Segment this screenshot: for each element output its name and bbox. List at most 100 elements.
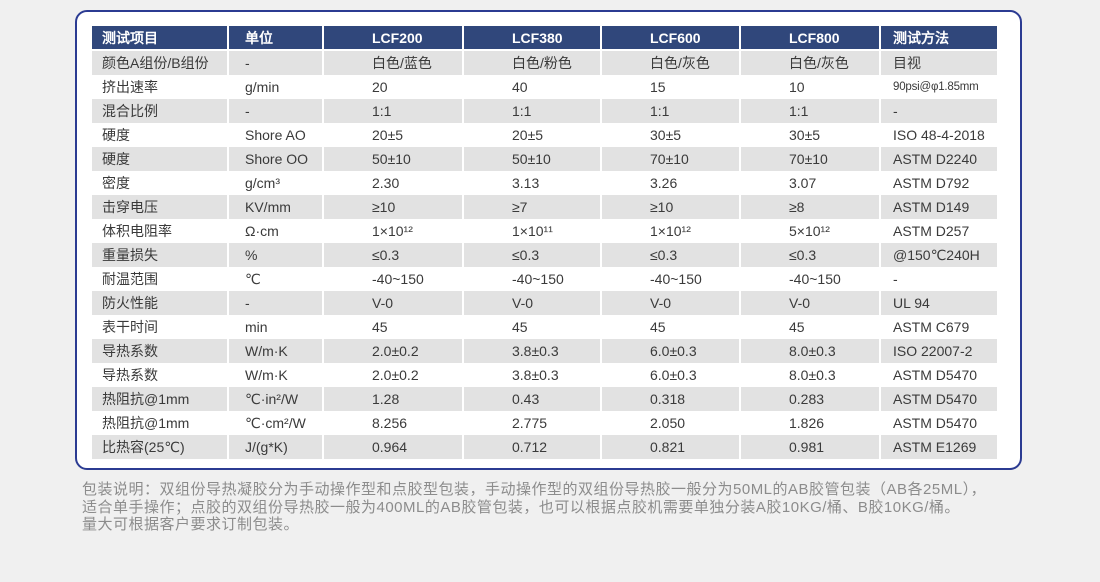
table-row: 导热系数 W/m·K 2.0±0.2 3.8±0.3 6.0±0.3 8.0±0.3 AST… <box>92 363 997 387</box>
table-cell: 3.8±0.3 <box>462 363 600 387</box>
table-row: 热阻抗@1mm ℃·in²/W 1.28 0.43 0.318 0.283 ASTM D54… <box>92 387 997 411</box>
table-cell: 10 <box>739 75 879 99</box>
table-cell: 1:1 <box>462 99 600 123</box>
table-cell: ASTM E1269 <box>879 435 997 459</box>
table-cell: 8.256 <box>322 411 462 435</box>
table-cell: 6.0±0.3 <box>600 339 739 363</box>
table-cell: 20±5 <box>322 123 462 147</box>
column-header-lcf380: LCF380 <box>462 26 600 51</box>
table-cell: 1.826 <box>739 411 879 435</box>
table-cell: 白色/灰色 <box>739 51 879 75</box>
table-row: 重量损失% ≤0.3 ≤0.3 ≤0.3 ≤0.3 @150℃240H <box>92 243 997 267</box>
table-cell: 45 <box>739 315 879 339</box>
table-cell: 颜色A组份/B组份 <box>92 51 227 75</box>
table-cell: 90psi@φ1.85mm <box>879 75 997 99</box>
table-cell: 击穿电压 <box>92 195 227 219</box>
table-cell: 重量损失 <box>92 243 227 267</box>
table-cell: 3.26 <box>600 171 739 195</box>
table-cell: W/m·K <box>227 363 322 387</box>
table-cell: 8.0±0.3 <box>739 363 879 387</box>
table-cell: 1×10¹² <box>322 219 462 243</box>
table-cell: ASTM D5470 <box>879 411 997 435</box>
table-cell: 1:1 <box>739 99 879 123</box>
table-cell: 2.30 <box>322 171 462 195</box>
table-cell: V-0 <box>462 291 600 315</box>
table-cell: -40~150 <box>739 267 879 291</box>
table-cell: ≥8 <box>739 195 879 219</box>
table-cell: 1:1 <box>600 99 739 123</box>
table-cell: 6.0±0.3 <box>600 363 739 387</box>
table-row: 热阻抗@1mm ℃·cm²/W 8.256 2.775 2.050 1.826 ASTM D… <box>92 411 997 435</box>
table-cell: 热阻抗@1mm <box>92 387 227 411</box>
table-cell: ASTM D792 <box>879 171 997 195</box>
packaging-note-line: 量大可根据客户要求订制包装。 <box>82 516 300 533</box>
table-row: 防火性能 - V-0 V-0 V-0 V-0 UL 94 <box>92 291 997 315</box>
table-cell: 3.13 <box>462 171 600 195</box>
table-row: 表干时间 min 45 45 45 45 ASTM C679 <box>92 315 997 339</box>
table-cell: 1×10¹¹ <box>462 219 600 243</box>
table-cell: V-0 <box>739 291 879 315</box>
packaging-note-line: 包装说明：双组份导热凝胶分为手动操作型和点胶型包装，手动操作型的双组份导热胶一般… <box>82 481 987 498</box>
table-row: 密度 g/cm³ 2.30 3.13 3.26 3.07 ASTM D792 <box>92 171 997 195</box>
table-cell: 20±5 <box>462 123 600 147</box>
table-row: 导热系数 W/m·K 2.0±0.2 3.8±0.3 6.0±0.3 8.0±0.3 ISO… <box>92 339 997 363</box>
column-header-unit: 单位 <box>227 26 322 51</box>
table-cell: ≥7 <box>462 195 600 219</box>
table-cell: 白色/粉色 <box>462 51 600 75</box>
table-row: 击穿电压 KV/mm ≥10 ≥7 ≥10 ≥8 ASTM D149 <box>92 195 997 219</box>
column-header-lcf800: LCF800 <box>739 26 879 51</box>
table-cell: 20 <box>322 75 462 99</box>
table-cell: 0.712 <box>462 435 600 459</box>
table-cell: 40 <box>462 75 600 99</box>
table-cell: ℃·cm²/W <box>227 411 322 435</box>
column-header-test-item: 测试项目 <box>92 26 227 51</box>
table-cell: J/(g*K) <box>227 435 322 459</box>
table-cell: ASTM D5470 <box>879 387 997 411</box>
table-cell: 5×10¹² <box>739 219 879 243</box>
spec-card: 测试项目 单位 LCF200 LCF380 LCF600 LCF800 测试方法… <box>75 10 1022 470</box>
table-cell: ℃·in²/W <box>227 387 322 411</box>
table-cell: ≤0.3 <box>462 243 600 267</box>
table-cell: 混合比例 <box>92 99 227 123</box>
packaging-note-line: 适合单手操作；点胶的双组份导热胶一般为400ML的AB胶管包装，也可以根据点胶机… <box>82 498 960 516</box>
table-cell: 防火性能 <box>92 291 227 315</box>
table-cell: 3.8±0.3 <box>462 339 600 363</box>
table-cell: min <box>227 315 322 339</box>
table-cell: 1×10¹² <box>600 219 739 243</box>
table-row: 颜色A组份/B组份 - 白色/蓝色 白色/粉色 白色/灰色 白色/灰色 目视 <box>92 51 997 75</box>
table-cell: 目视 <box>879 51 997 75</box>
table-cell: 硬度 <box>92 123 227 147</box>
table-cell: ASTM D2240 <box>879 147 997 171</box>
table-cell: Ω·cm <box>227 219 322 243</box>
table-cell: UL 94 <box>879 291 997 315</box>
table-cell: 2.050 <box>600 411 739 435</box>
table-cell: 45 <box>322 315 462 339</box>
table-row: 耐温范围 ℃ -40~150 -40~150 -40~150 -40~150- <box>92 267 997 291</box>
table-cell: KV/mm <box>227 195 322 219</box>
table-cell: ISO 48-4-2018 <box>879 123 997 147</box>
table-cell: - <box>227 99 322 123</box>
table-cell: 30±5 <box>600 123 739 147</box>
table-cell: ASTM D257 <box>879 219 997 243</box>
table-cell: 70±10 <box>600 147 739 171</box>
table-cell: 45 <box>600 315 739 339</box>
table-cell: 0.964 <box>322 435 462 459</box>
table-cell: - <box>227 51 322 75</box>
table-cell: 70±10 <box>739 147 879 171</box>
table-cell: 0.43 <box>462 387 600 411</box>
table-cell: 0.821 <box>600 435 739 459</box>
table-cell: 50±10 <box>462 147 600 171</box>
table-cell: - <box>879 267 997 291</box>
table-cell: 1:1 <box>322 99 462 123</box>
table-cell: @150℃240H <box>879 243 997 267</box>
table-cell: 50±10 <box>322 147 462 171</box>
table-cell: 0.318 <box>600 387 739 411</box>
table-cell: ISO 22007-2 <box>879 339 997 363</box>
table-cell: 耐温范围 <box>92 267 227 291</box>
table-cell: - <box>879 99 997 123</box>
table-cell: 15 <box>600 75 739 99</box>
table-cell: 2.775 <box>462 411 600 435</box>
table-cell: 体积电阻率 <box>92 219 227 243</box>
table-cell: W/m·K <box>227 339 322 363</box>
